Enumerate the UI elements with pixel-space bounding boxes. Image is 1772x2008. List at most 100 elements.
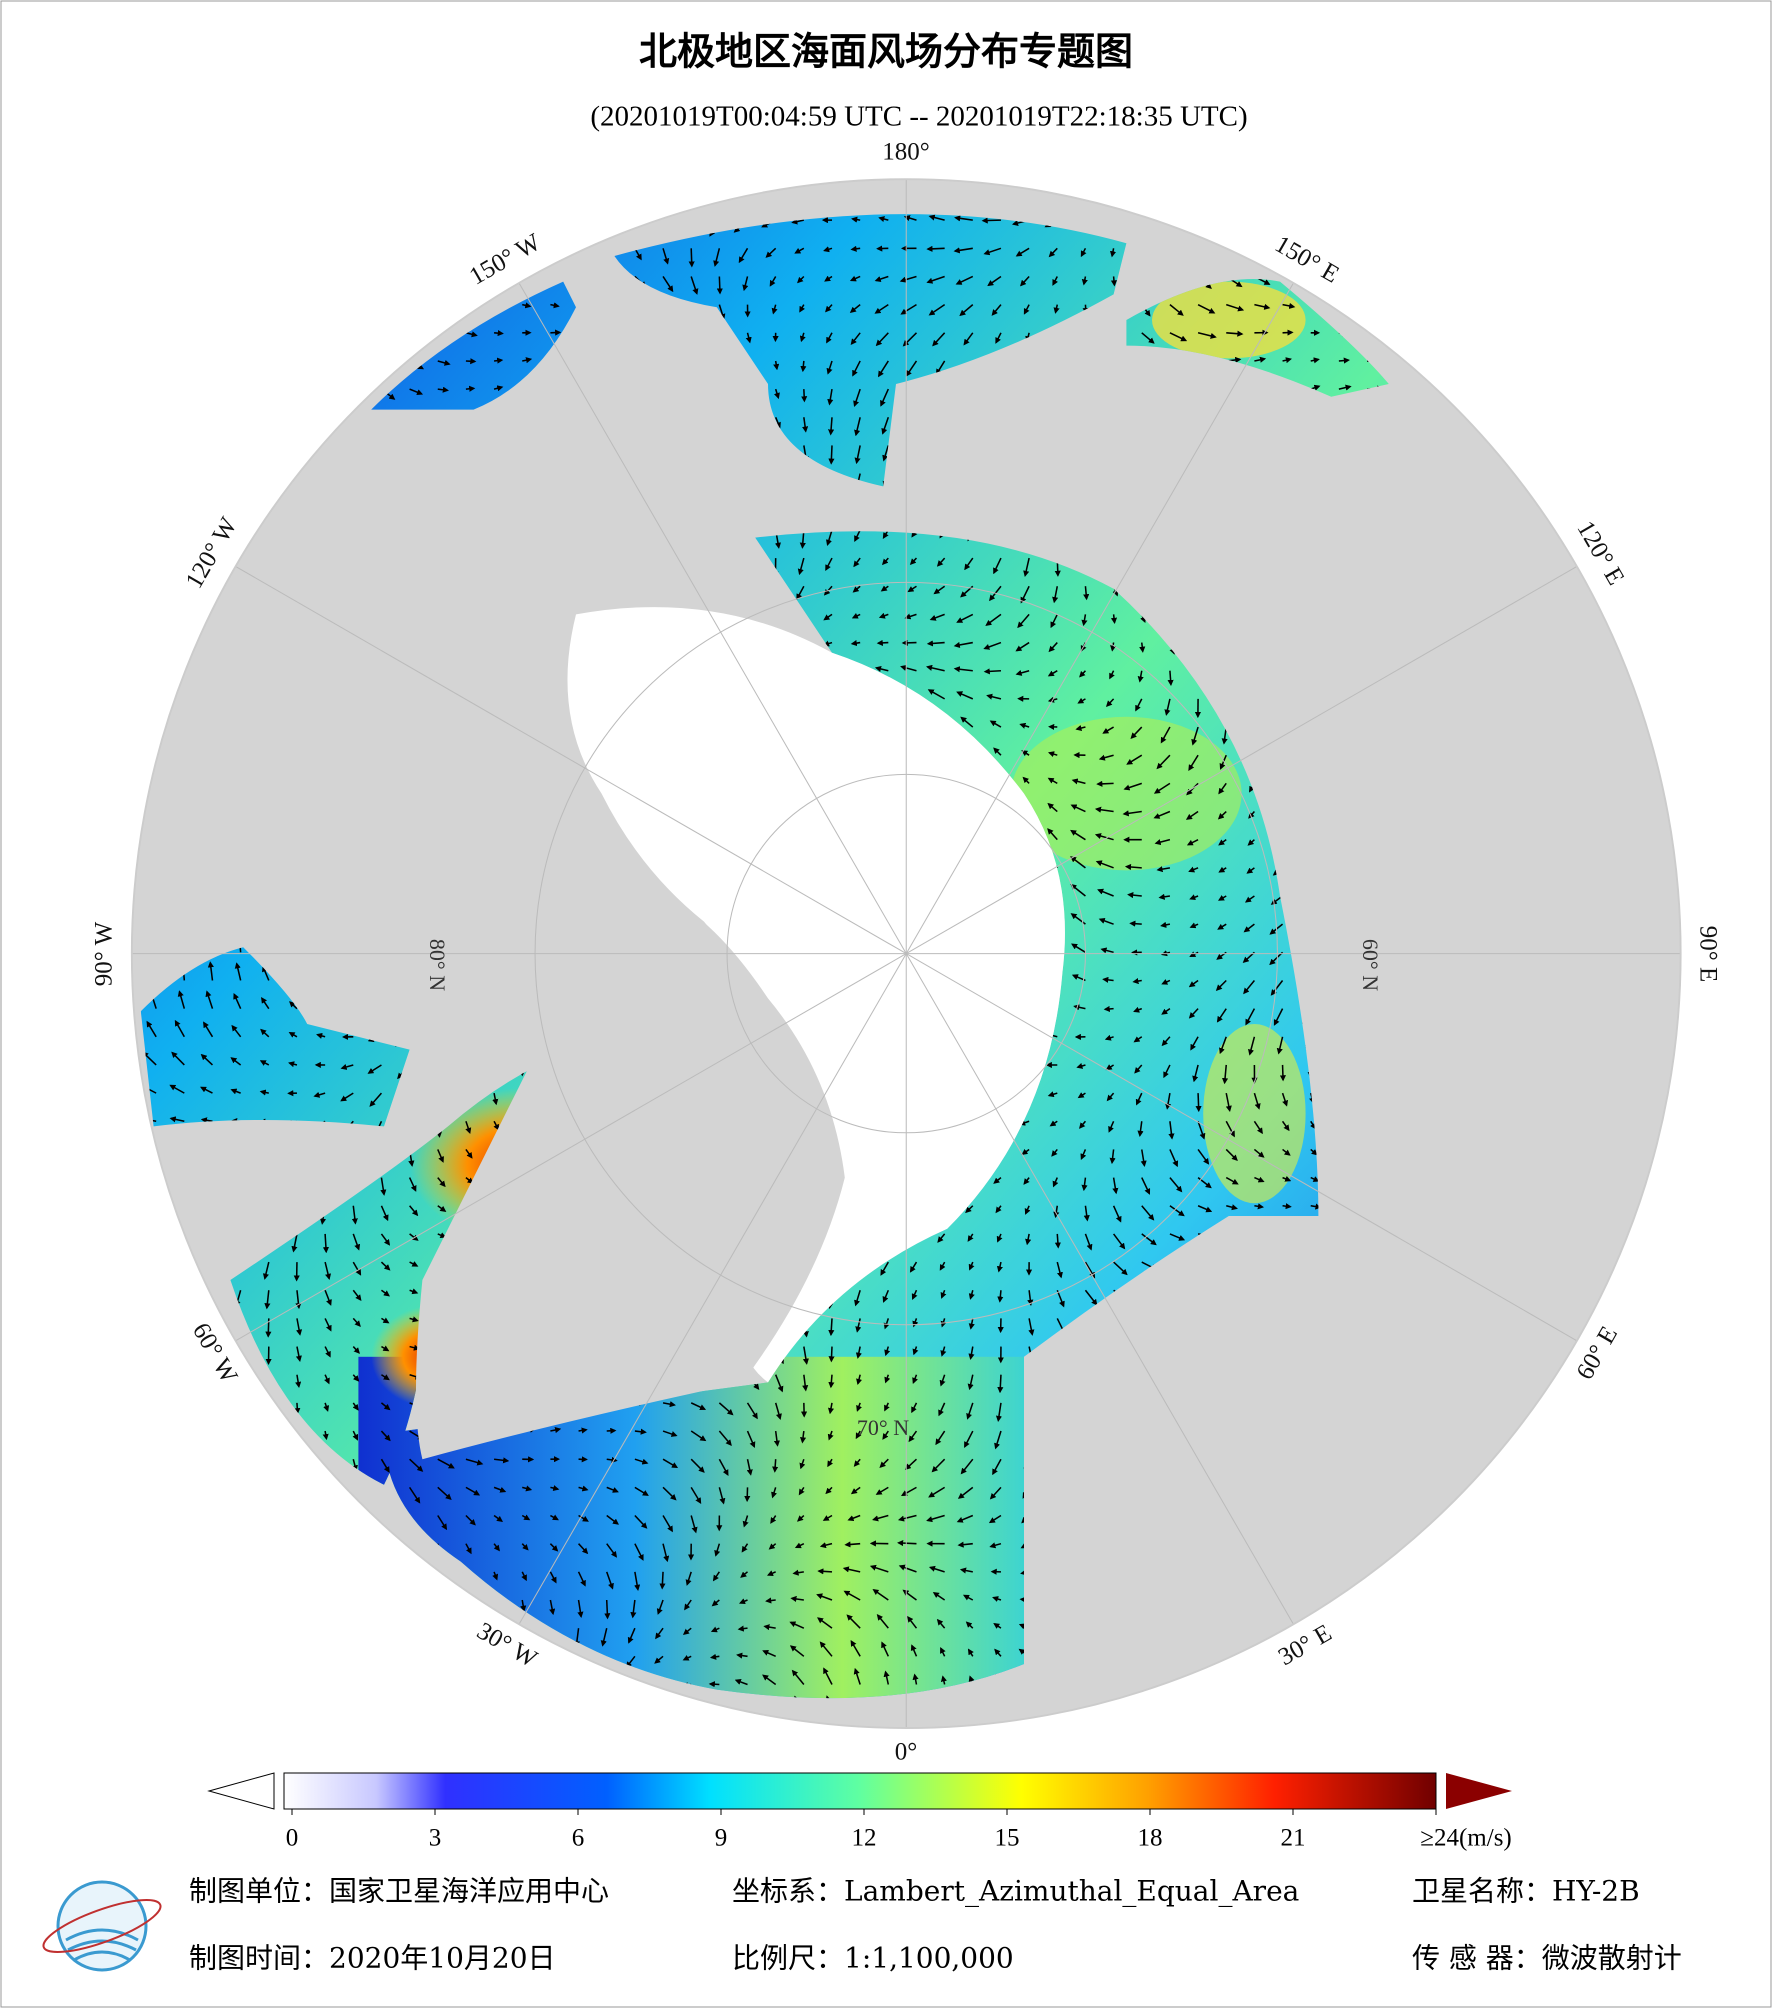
wind-arrow [206, 1620, 214, 1629]
wind-arrow [112, 248, 128, 250]
wind-arrow [1338, 302, 1348, 309]
wind-arrow [111, 1544, 128, 1545]
wind-arrow [1102, 726, 1114, 734]
wind-arrow [120, 1620, 128, 1628]
wind-arrow [170, 182, 184, 192]
wind-arrow [926, 245, 945, 252]
wind-arrow [1023, 1177, 1030, 1185]
wind-arrow [656, 1713, 663, 1715]
wind-arrow [995, 332, 1002, 344]
wind-arrow [928, 214, 945, 221]
wind-arrow [522, 1485, 533, 1492]
wind-arrow [292, 1486, 298, 1496]
wind-arrow [174, 1019, 185, 1038]
wind-arrow [207, 961, 214, 981]
wind-arrow [202, 1430, 214, 1447]
wind-arrow [126, 1318, 128, 1326]
wind-arrow [318, 1515, 326, 1528]
wind-arrow [1027, 1290, 1034, 1306]
wind-arrow [324, 1289, 332, 1306]
wind-arrow [348, 276, 355, 291]
wind-arrow [1380, 1655, 1389, 1669]
wind-arrow [259, 1667, 270, 1685]
wind-arrow [1047, 802, 1058, 813]
wind-arrow [400, 1682, 410, 1689]
wind-arrow [983, 641, 1002, 650]
wind-arrow [1112, 1233, 1126, 1250]
wind-arrow [1158, 893, 1171, 900]
wind-arrow [324, 1318, 332, 1332]
wind-arrow [400, 1627, 411, 1637]
wind-arrow [1047, 777, 1058, 785]
wind-arrow [125, 417, 128, 429]
wind-arrow [718, 304, 726, 321]
wind-arrow [1106, 1092, 1115, 1102]
wind-arrow [900, 664, 917, 672]
wind-arrow [1247, 839, 1255, 846]
wind-arrow [408, 276, 418, 295]
wind-arrow [1110, 276, 1118, 287]
colorbar-label: ≥24(m/s) [1420, 1825, 1512, 1852]
wind-arrow [234, 962, 242, 981]
wind-arrow [203, 1567, 213, 1574]
wind-arrow [876, 639, 889, 646]
wind-arrow [968, 1318, 975, 1330]
wind-arrow [261, 997, 270, 1010]
wind-arrow [690, 1402, 707, 1411]
wind-arrow [1164, 698, 1171, 716]
wind-arrow [195, 245, 213, 252]
wind-arrow [1028, 1318, 1035, 1336]
wind-arrow [165, 214, 185, 221]
wind-arrow [177, 990, 186, 1009]
wind-arrow [823, 246, 833, 253]
wind-arrow [1107, 192, 1113, 198]
wind-arrow [718, 1487, 726, 1505]
wind-arrow [1134, 1064, 1143, 1074]
wind-arrow [1217, 894, 1227, 901]
wind-arrow [493, 385, 504, 392]
wind-arrow [1395, 276, 1400, 284]
wind-arrow [935, 1430, 946, 1446]
wind-arrow [549, 247, 558, 255]
wind-arrow [1395, 333, 1407, 340]
wind-arrow [1073, 1004, 1086, 1011]
wind-arrow [742, 276, 749, 292]
wind-arrow [1338, 357, 1350, 364]
wind-arrow [435, 220, 442, 240]
wind-arrow [115, 218, 128, 220]
wind-arrow [1050, 614, 1058, 629]
wind-arrow [177, 360, 185, 371]
wind-arrow [522, 192, 525, 207]
wind-arrow [381, 1374, 390, 1381]
map-scale: 比例尺：1:1,100,000 [732, 1942, 1014, 1975]
wind-arrow [1047, 1091, 1058, 1098]
wind-arrow [987, 275, 1002, 287]
wind-arrow [1023, 557, 1030, 577]
wind-arrow [178, 1346, 186, 1362]
wind-arrow [746, 1459, 753, 1476]
wind-arrow [380, 1289, 390, 1297]
wind-arrow [380, 1205, 389, 1222]
wind-arrow [126, 445, 128, 455]
wind-arrow [1141, 332, 1155, 344]
wind-arrow [799, 1458, 806, 1470]
wind-arrow [872, 1514, 889, 1522]
wind-arrow [339, 1679, 354, 1686]
wind-arrow [432, 1627, 439, 1637]
wind-arrow [1168, 192, 1170, 200]
wind-arrow [828, 417, 835, 436]
wind-arrow [151, 1647, 158, 1657]
wind-arrow [177, 1374, 186, 1392]
wind-arrow [718, 1458, 729, 1476]
wind-arrow [335, 1599, 354, 1609]
wind-arrow [956, 613, 974, 623]
wind-arrow [1123, 782, 1143, 791]
wind-arrow [151, 1261, 158, 1271]
wind-arrow [1197, 332, 1217, 339]
wind-arrow [1220, 1683, 1227, 1692]
wind-arrow [1338, 275, 1347, 282]
wind-arrow [579, 192, 581, 201]
wind-arrow [606, 1514, 619, 1525]
wind-arrow [828, 1374, 835, 1389]
wind-arrow [305, 1623, 326, 1630]
